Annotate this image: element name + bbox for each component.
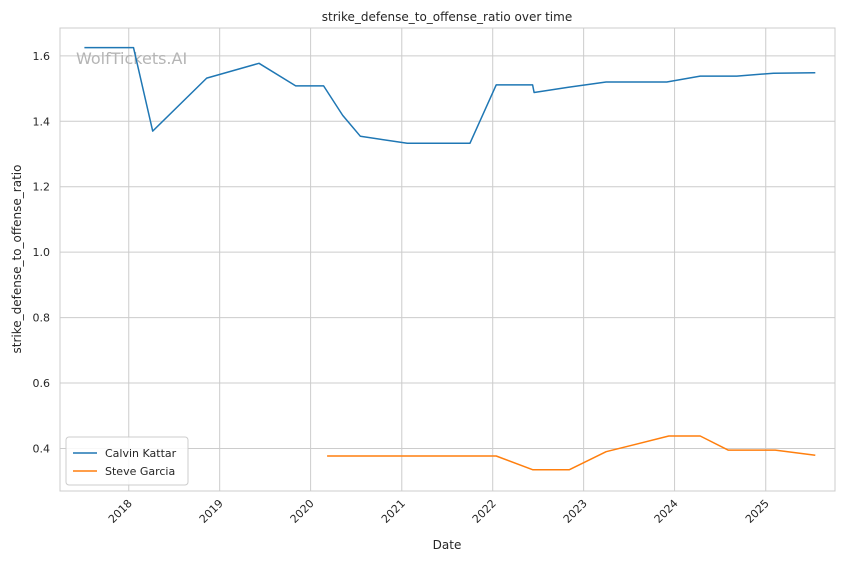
x-axis-label: Date: [433, 538, 462, 552]
y-tick-label: 1.6: [33, 50, 51, 63]
legend-box: [65, 436, 189, 486]
series-lines: [84, 46, 816, 471]
chart-title: strike_defense_to_offense_ratio over tim…: [322, 10, 572, 24]
y-tick-label: 1.2: [33, 181, 51, 194]
legend-label-2: Steve Garcia: [105, 465, 175, 478]
x-tick-label: 2020: [288, 497, 317, 526]
x-tick-label: 2018: [106, 497, 135, 526]
x-tick-label: 2025: [743, 497, 772, 526]
x-tick-label: 2019: [197, 497, 226, 526]
plot-area: [59, 27, 836, 492]
y-tick-label: 1.0: [33, 246, 51, 259]
y-tick-label: 0.8: [33, 312, 51, 325]
legend: Calvin Kattar Steve Garcia: [65, 436, 189, 486]
y-tick-label: 0.4: [33, 442, 51, 455]
watermark: WolfTickets.AI: [76, 49, 187, 68]
x-tick-label: 2022: [470, 497, 499, 526]
y-axis-label: strike_defense_to_offense_ratio: [10, 165, 24, 354]
legend-label-1: Calvin Kattar: [105, 447, 177, 460]
series-line-1: [84, 46, 816, 144]
y-tick-label: 0.6: [33, 377, 51, 390]
y-axis-ticks: 0.4 0.6 0.8 1.0 1.2 1.4 1.6: [33, 50, 51, 456]
y-tick-label: 1.4: [33, 115, 51, 128]
series-line-2: [327, 435, 816, 471]
x-tick-label: 2024: [652, 497, 681, 526]
x-tick-label: 2023: [561, 497, 590, 526]
x-axis-ticks: 2018 2019 2020 2021 2022 2023 2024 2025: [106, 497, 772, 526]
grid-lines: [60, 28, 835, 491]
x-tick-label: 2021: [379, 497, 408, 526]
